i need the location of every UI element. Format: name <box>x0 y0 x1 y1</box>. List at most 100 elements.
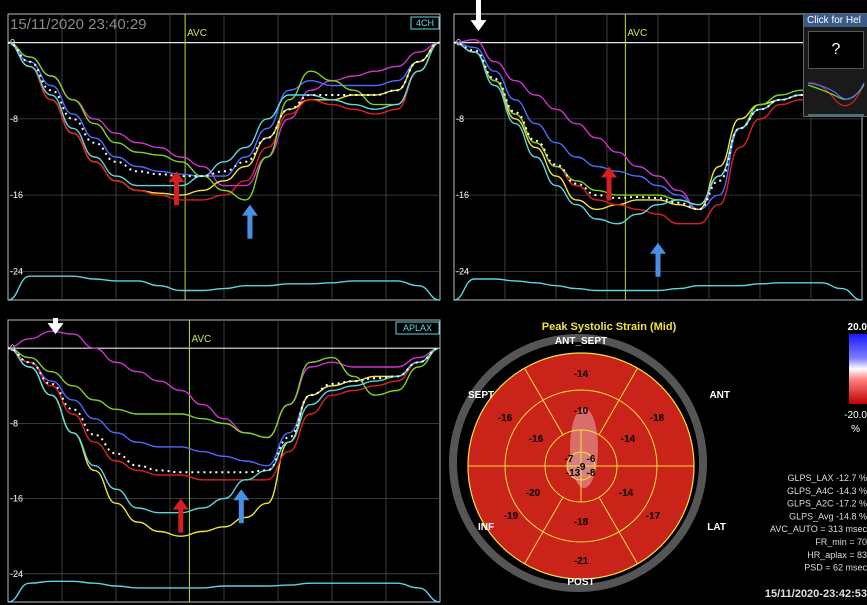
help-title: Click for Hel <box>804 14 867 27</box>
arrow-shaft <box>475 0 481 22</box>
colorbar-unit: % <box>851 424 860 435</box>
white-arrow <box>47 318 64 335</box>
segment-value: -10 <box>574 406 589 417</box>
bullseye-panel: Peak Systolic Strain (Mid) -14 -18 -17 -21 -1… <box>449 321 867 592</box>
strain-curve <box>7 347 441 481</box>
arrow-shaft <box>247 214 253 239</box>
colorbar <box>849 334 867 404</box>
arrow-head <box>168 171 185 183</box>
segment-value: -8 <box>587 468 596 479</box>
strain-curve <box>7 41 441 177</box>
y-tick-label: -8 <box>456 114 464 124</box>
segment-value: -21 <box>574 556 589 567</box>
arrow-head <box>470 20 487 32</box>
view-tag-box <box>395 321 440 335</box>
segment-value: -19 <box>504 511 519 522</box>
strain-curve <box>7 275 441 301</box>
segment-value: -7 <box>565 454 574 465</box>
orientation-label: ANT_SEPT <box>555 336 607 347</box>
segment-divider <box>598 496 638 565</box>
y-tick-label: -16 <box>10 190 23 200</box>
colorbar-min: -20.0 <box>844 410 867 421</box>
segment-value: -14 <box>574 369 589 380</box>
segment-divider <box>524 367 564 436</box>
orientation-label: LAT <box>707 522 726 533</box>
arrow-head <box>47 323 64 335</box>
colorbar-max: 20.0 <box>848 322 867 333</box>
strain-curve <box>453 41 863 206</box>
avc-label: AVC <box>187 28 207 39</box>
strain-curve <box>453 278 863 301</box>
glps-stat: HR_aplax = 83 <box>807 550 867 560</box>
segment-divider <box>598 367 638 436</box>
strain-chart-aplax: 0 -8 -16 -24 AVC APLAX <box>7 318 441 603</box>
arrow-head <box>241 204 258 216</box>
arrow-shaft <box>238 499 244 524</box>
glps-stat: GLPS_A2C -17.2 % <box>787 499 867 509</box>
help-thumbnail-icon <box>807 82 865 116</box>
orientation-label: INF <box>478 522 494 533</box>
segment-value: -18 <box>650 413 665 424</box>
strain-curve <box>7 41 441 201</box>
avc-label: AVC <box>191 334 211 345</box>
segment-divider <box>524 496 564 565</box>
y-tick-label: 0 <box>10 343 15 353</box>
y-tick-label: 0 <box>10 38 15 48</box>
help-panel[interactable]: Click for Hel ? <box>803 13 867 117</box>
avc-label: AVC <box>627 28 647 39</box>
segment-value: -18 <box>574 517 589 528</box>
blue-arrow <box>233 489 250 524</box>
arrow-shaft <box>178 508 184 533</box>
strain-curve <box>7 580 441 603</box>
orientation-label: SEPT <box>468 390 494 401</box>
strain-curve <box>7 347 441 514</box>
view-tag-box <box>410 16 440 30</box>
arrow-shaft <box>655 252 661 277</box>
strain-curve <box>7 41 441 187</box>
orientation-label: ANT <box>709 390 730 401</box>
acquisition-timestamp: 15/11/2020 23:40:29 <box>10 16 147 33</box>
white-arrow <box>470 0 487 32</box>
glps-stat: GLPS_A4C -14.3 % <box>787 486 867 496</box>
segment-value: -20 <box>526 488 541 499</box>
glps-stat: PSD = 62 msec <box>804 563 867 573</box>
arrow-head <box>650 242 666 254</box>
segment-value: -13 <box>566 468 581 479</box>
glps-stat: GLPS_Avg -14.8 % <box>789 511 867 521</box>
blue-arrow <box>650 242 666 277</box>
segment-value: -16 <box>529 434 544 445</box>
glps-stat: GLPS_LAX -12.7 % <box>787 473 867 483</box>
help-question-icon[interactable]: ? <box>808 31 864 69</box>
bullseye-title: Peak Systolic Strain (Mid) <box>542 321 677 333</box>
strain-curve <box>453 41 863 225</box>
blue-arrow <box>241 204 258 239</box>
arrow-head <box>172 498 189 510</box>
y-tick-label: -8 <box>10 418 18 428</box>
strain-curve <box>7 347 441 474</box>
segment-value: -9 <box>577 462 586 473</box>
arrow-shaft <box>53 318 59 325</box>
y-tick-label: -8 <box>10 114 18 124</box>
view-tag: APLAX <box>403 323 432 333</box>
outer-ring <box>449 334 707 592</box>
segment-value: -16 <box>498 413 513 424</box>
segment-value: -14 <box>621 434 636 445</box>
glps-stat: AVC_AUTO = 313 msec <box>770 524 867 534</box>
red-arrow <box>168 171 185 206</box>
y-tick-label: -24 <box>456 266 469 276</box>
segment-value: -6 <box>587 454 596 465</box>
y-tick-label: -16 <box>10 494 23 504</box>
orientation-label: POST <box>567 577 594 588</box>
segment-value: -14 <box>619 488 634 499</box>
strain-chart-4ch: 0 -8 -16 -24 AVC 4CH <box>7 13 441 301</box>
arrow-head <box>233 489 250 501</box>
y-tick-label: -24 <box>10 266 23 276</box>
arrow-head <box>601 166 618 178</box>
red-arrow <box>601 166 618 201</box>
segment-value: -17 <box>646 511 661 522</box>
strain-curve <box>7 41 441 201</box>
glps-stat: FR_min = 70 <box>815 537 867 547</box>
red-arrow <box>172 498 189 533</box>
footer-timestamp: 15/11/2020-23:42:53 <box>764 588 867 600</box>
